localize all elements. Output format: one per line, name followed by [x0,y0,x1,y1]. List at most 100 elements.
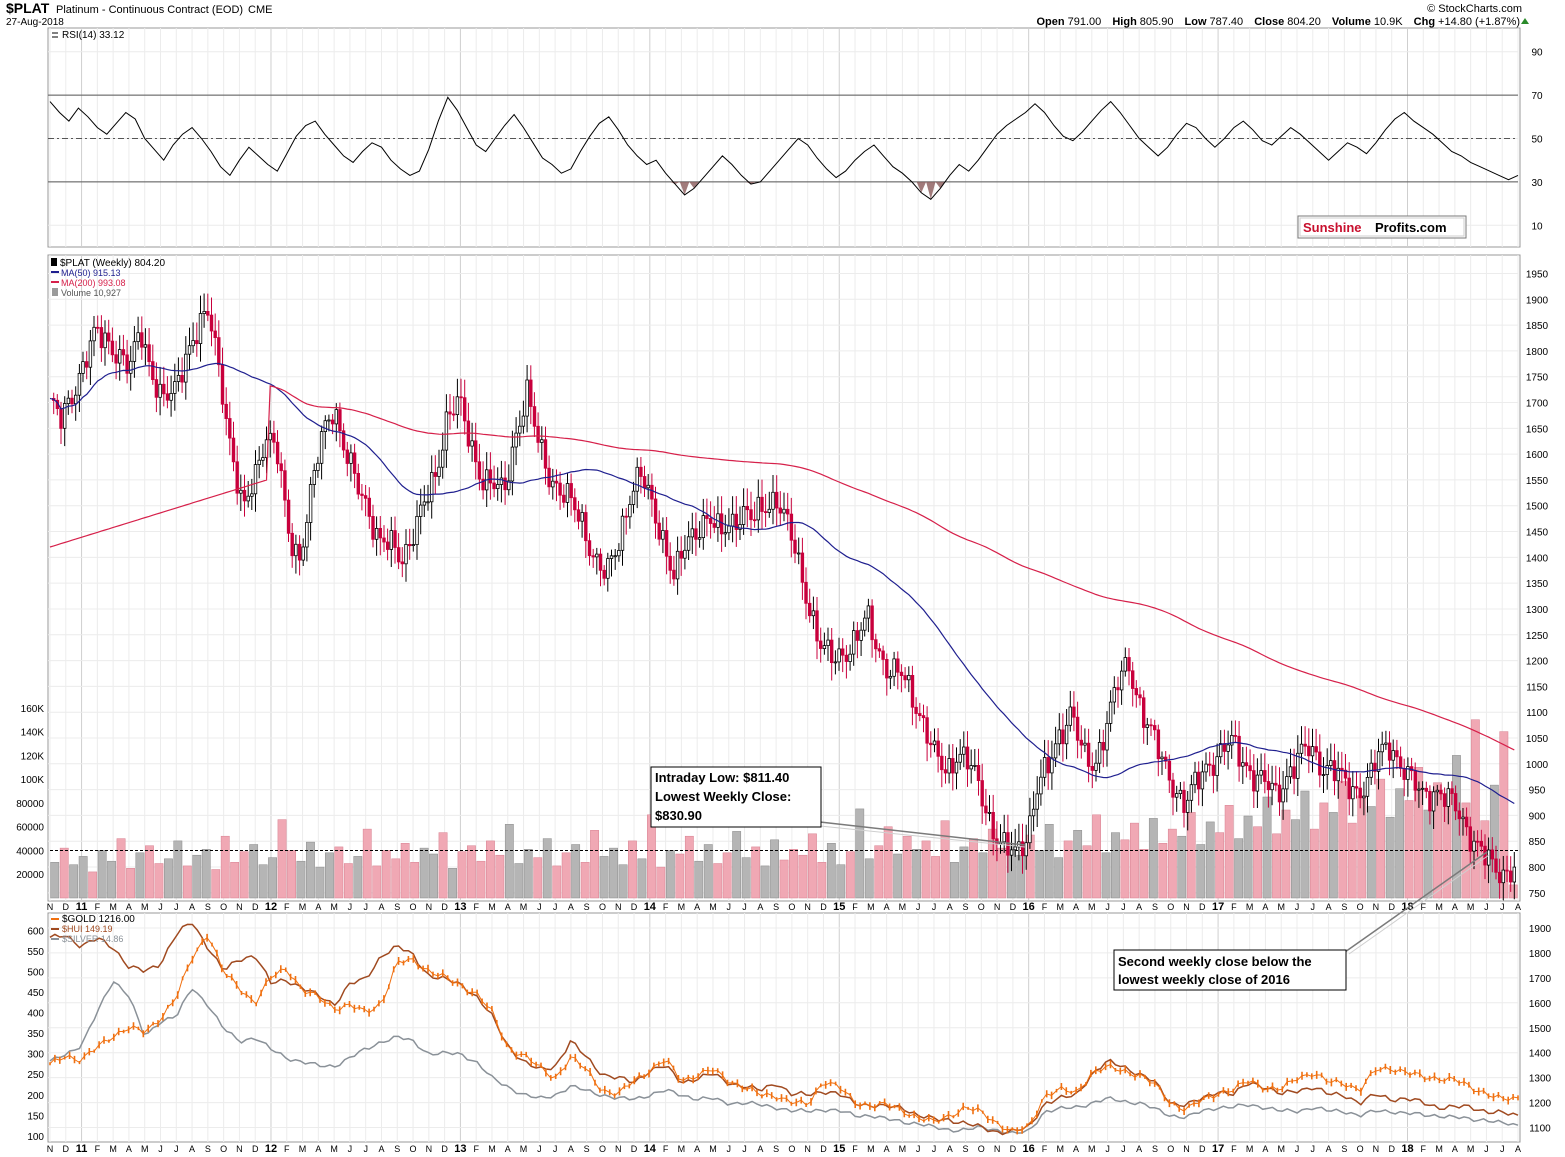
volume-bar [391,858,401,899]
candle-body [389,530,393,550]
candle-body [1457,810,1461,820]
x-tick-label: F [1421,1144,1427,1154]
candle-body [1160,756,1164,760]
candle-body [565,483,570,503]
volume-bar [457,851,467,899]
candle-body [455,396,460,415]
volume-value: 10.9K [1374,16,1403,28]
x-tick-label: F [1421,902,1427,912]
candle-body [393,530,397,548]
volume-bar [1130,822,1139,899]
candle-body [1046,757,1050,774]
volume-bar [770,839,779,899]
volume-bar [1328,812,1338,899]
candle-body [451,413,456,416]
candle-body [1325,765,1329,775]
x-tick-label: N [804,1144,811,1154]
candle-body [1241,762,1245,767]
candle-body [874,639,878,650]
volume-bar [400,843,410,899]
candle-body [1299,743,1304,754]
volume-bar [883,826,893,899]
right-tick-label: 1100 [1529,1124,1551,1135]
candle-body [830,639,834,663]
volume-bar [277,819,287,899]
candle-body [775,491,779,509]
candle-body [1391,750,1395,761]
x-tick-label: J [348,902,353,912]
candle-body [220,364,225,405]
candle-body [987,812,992,814]
annotation-box [1113,949,1347,991]
y-tick-label: 90 [1531,48,1543,59]
candle-body [1281,788,1285,803]
x-tick-label: M [678,1144,686,1154]
candle-body [85,361,89,368]
x-tick-label: D [252,1144,259,1154]
candle-body [525,379,529,417]
left-tick-label: 500 [27,967,44,978]
candle-body [932,740,937,746]
candle-body [382,537,386,543]
candle-body [1075,716,1080,741]
candle-body [279,463,283,472]
volume-bar [306,841,315,899]
candle-body [110,340,115,356]
y-tick-label: 50 [1531,135,1543,146]
x-tick-label: S [584,1144,590,1154]
x-tick-label: J [537,902,542,912]
x-tick-label: A [884,1144,890,1154]
right-tick-label: 1800 [1529,949,1552,960]
x-tick-label: J [1105,1144,1110,1154]
x-tick-label: N [1183,1144,1190,1154]
candle-body [352,452,357,474]
rsi-oversold-fill [670,181,945,200]
y-tick-label: 1950 [1526,269,1549,280]
x-tick-label: A [315,902,321,912]
x-tick-label: A [1136,1144,1142,1154]
volume-bar [164,858,173,899]
candle-body [1090,766,1094,771]
candle-body [473,440,478,463]
candle-body [1373,762,1377,772]
candle-body [103,332,107,349]
volume-bar [429,853,438,899]
annotation-second-weekly-close: Second weekly close below the lowest wee… [1113,851,1490,991]
candle-body [786,508,790,515]
candle-body [297,543,302,561]
candle-body [767,508,771,513]
x-tick-label: F [1042,902,1048,912]
volume-bar [959,846,969,899]
x-tick-label: D [631,1144,638,1154]
x-tick-label: M [1056,902,1064,912]
x-tick-label: N [1183,902,1190,912]
candle-body [1200,771,1205,790]
instrument-name: Platinum - Continuous Contract (EOD) [56,4,243,16]
volume-tick-label: 20000 [16,870,44,881]
candle-body [114,354,118,364]
candle-body [360,493,364,496]
candle-body [1270,782,1274,791]
candle-body [1072,706,1076,718]
x-tick-label: J [553,1144,558,1154]
annotation-line: Intraday Low: $811.40 [655,770,789,785]
x-tick-label: M [899,902,907,912]
candle-body [81,361,85,374]
candle-body [536,425,540,443]
candle-body [749,509,753,521]
volume-bar [59,847,69,899]
candle-body [257,459,261,466]
candle-body [756,496,760,521]
candle-body [1292,766,1296,779]
candle-body [943,769,948,774]
candle-body [1332,760,1337,782]
candle-body [59,408,63,429]
candle-body [576,509,581,522]
rsi-legend-icon [52,32,58,38]
candle-body [1164,756,1168,762]
candle-body [877,648,882,652]
volume-bar [1309,828,1319,899]
volume-legend: Volume 10,927 [61,288,121,298]
candle-body [301,546,305,561]
candle-body [99,327,104,349]
